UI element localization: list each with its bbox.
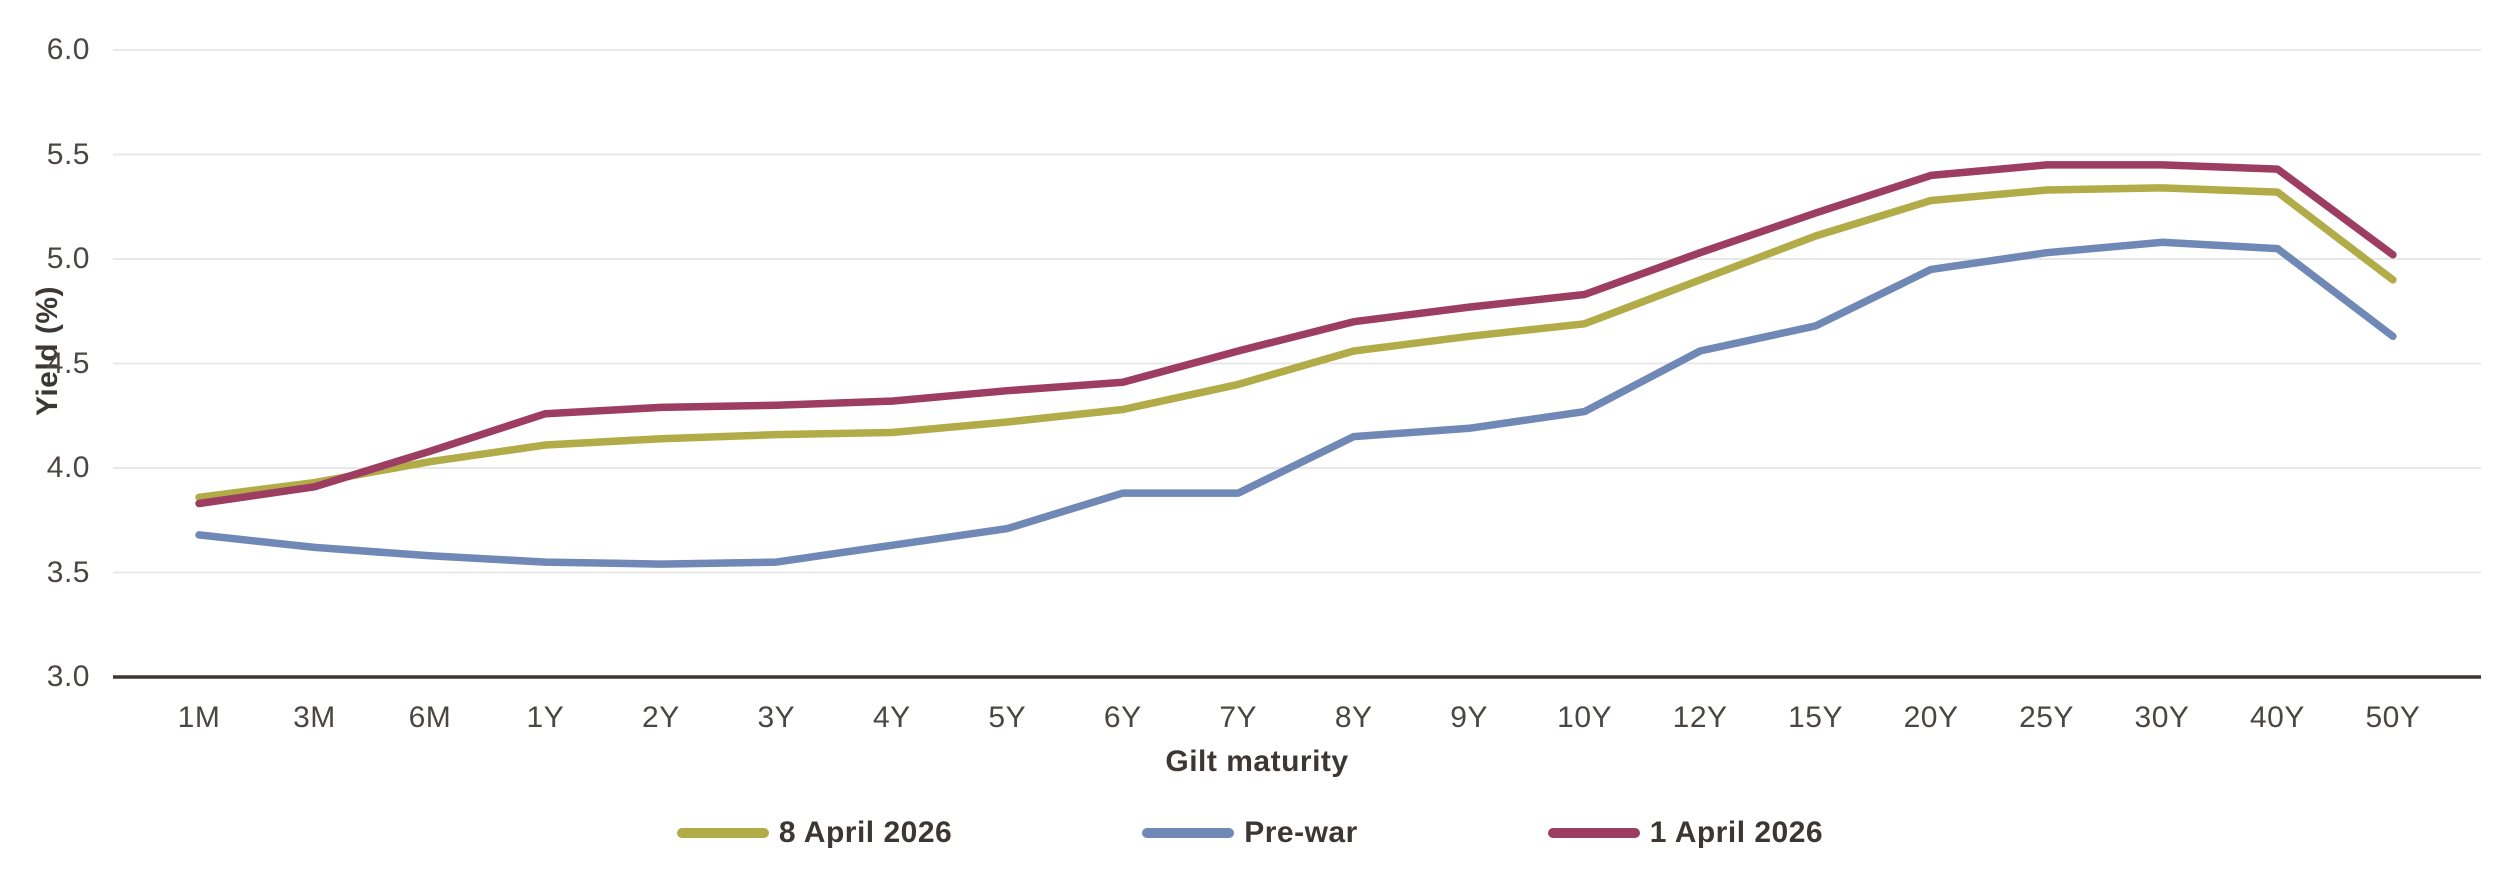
x-tick-label-7y: 7Y — [1219, 701, 1258, 734]
x-tick-label-9y: 9Y — [1450, 701, 1488, 734]
x-tick-label-4y: 4Y — [872, 701, 911, 734]
x-axis-title: Gilt maturity — [1165, 745, 1349, 778]
x-tick-label-25y: 25Y — [2019, 701, 2074, 734]
x-tick-label-50y: 50Y — [2365, 701, 2421, 734]
x-tick-label-15y: 15Y — [1788, 701, 1844, 734]
x-tick-label-2y: 2Y — [642, 701, 680, 734]
legend-swatch-pre-war — [1142, 828, 1235, 838]
legend-label-8-april-2026: 8 April 2026 — [778, 816, 953, 849]
x-tick-label-8y: 8Y — [1334, 701, 1373, 734]
y-tick-label-6.0: 6.0 — [46, 33, 90, 66]
legend-label-1-april-2026: 1 April 2026 — [1649, 816, 1824, 849]
legend: 8 April 2026 Pre-war 1 April 2026 — [0, 816, 2500, 850]
y-tick-label-3.0: 3.0 — [46, 660, 90, 693]
legend-swatch-1-april-2026 — [1547, 828, 1640, 838]
y-tick-label-4.5: 4.5 — [46, 346, 90, 380]
series-line-pre-war — [195, 238, 2397, 568]
y-tick-label-5.0: 5.0 — [46, 242, 90, 275]
y-tick-label-3.5: 3.5 — [46, 555, 90, 589]
legend-item-1-april-2026: 1 April 2026 — [1547, 816, 1824, 850]
x-tick-label-40y: 40Y — [2250, 701, 2305, 734]
y-tick-label-4.0: 4.0 — [46, 451, 90, 484]
x-tick-label-12y: 12Y — [1672, 701, 1728, 734]
x-tick-label-6y: 6Y — [1103, 701, 1142, 734]
x-tick-label-3y: 3Y — [757, 701, 796, 734]
x-tick-label-3m: 3M — [293, 701, 336, 734]
legend-item-pre-war: Pre-war — [1142, 816, 1358, 850]
legend-swatch-8-april-2026 — [676, 828, 769, 838]
x-tick-label-5y: 5Y — [988, 701, 1027, 734]
x-tick-label-30y: 30Y — [2134, 701, 2190, 734]
x-tick-label-1m: 1M — [177, 701, 221, 734]
series-line-8-april-2026 — [195, 184, 2397, 502]
series-line-1-april-2026 — [195, 161, 2397, 508]
legend-item-8-april-2026: 8 April 2026 — [676, 816, 953, 850]
x-tick-label-6m: 6M — [408, 701, 452, 734]
x-tick-label-20y: 20Y — [1903, 701, 1959, 734]
x-tick-label-10y: 10Y — [1557, 701, 1613, 734]
legend-label-pre-war: Pre-war — [1244, 816, 1358, 849]
x-tick-label-1y: 1Y — [526, 701, 565, 734]
y-tick-label-5.5: 5.5 — [46, 137, 90, 171]
